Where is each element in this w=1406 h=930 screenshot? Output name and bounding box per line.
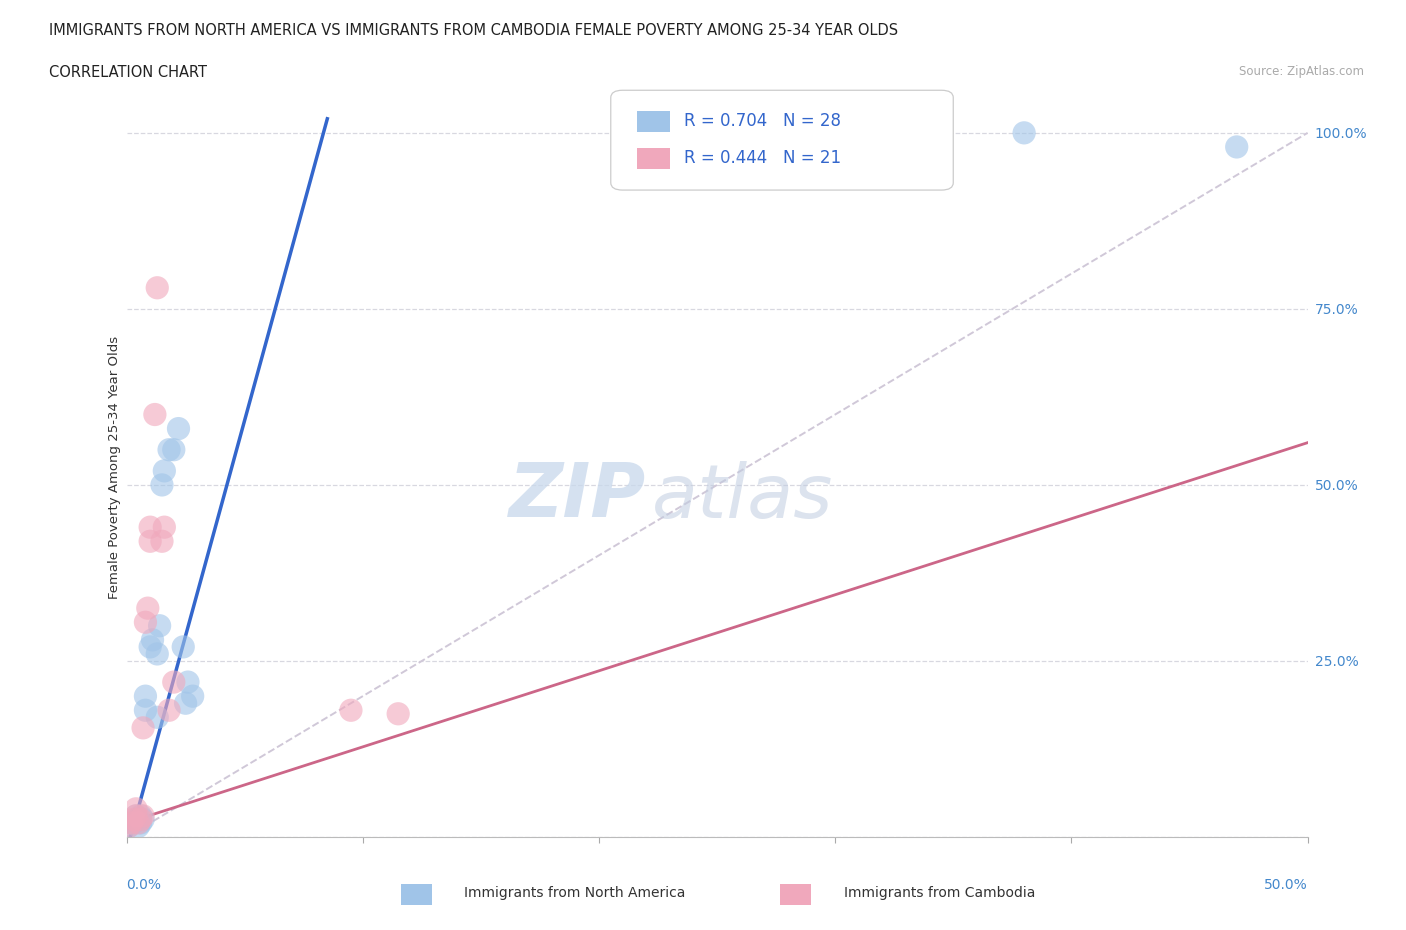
Text: atlas: atlas (652, 461, 834, 533)
Point (141, 632, 163, 647)
Point (136, 601, 159, 616)
Point (129, 808, 152, 823)
FancyBboxPatch shape (610, 90, 953, 190)
Point (118, 819, 141, 834)
Point (153, 463, 176, 478)
Point (340, 703, 363, 718)
Text: R = 0.444   N = 21: R = 0.444 N = 21 (683, 150, 841, 167)
Point (125, 808, 148, 823)
Point (127, 812, 149, 827)
Point (125, 802, 148, 817)
Point (150, 534, 173, 549)
Point (150, 477, 173, 492)
Point (127, 816, 149, 830)
Bar (637, 148, 669, 168)
Point (132, 812, 155, 827)
Point (139, 534, 162, 549)
Text: Immigrants from Cambodia: Immigrants from Cambodia (844, 885, 1035, 900)
Text: 50.0%: 50.0% (1264, 878, 1308, 892)
Point (146, 646, 169, 661)
Point (146, 710, 169, 724)
Point (125, 808, 148, 823)
Point (177, 674, 200, 689)
Point (1012, 126, 1035, 140)
Point (134, 689, 156, 704)
Point (143, 407, 166, 422)
Point (125, 812, 148, 827)
Text: Source: ZipAtlas.com: Source: ZipAtlas.com (1239, 65, 1364, 78)
Point (127, 819, 149, 834)
Point (129, 816, 152, 830)
Point (139, 520, 162, 535)
Point (167, 421, 190, 436)
Point (132, 808, 155, 823)
Point (120, 816, 142, 830)
Bar (637, 111, 669, 132)
Point (129, 812, 152, 827)
Point (163, 443, 186, 458)
Text: ZIP: ZIP (509, 460, 647, 534)
Point (134, 615, 156, 630)
Point (387, 707, 409, 722)
Point (122, 812, 145, 827)
Point (157, 443, 180, 458)
Point (118, 819, 141, 834)
Point (122, 816, 145, 830)
Point (1226, 140, 1249, 154)
Text: 0.0%: 0.0% (127, 878, 162, 892)
Point (149, 618, 172, 633)
Point (146, 280, 169, 295)
Point (139, 640, 162, 655)
Point (153, 520, 176, 535)
Point (163, 674, 186, 689)
Point (181, 689, 204, 704)
Text: IMMIGRANTS FROM NORTH AMERICA VS IMMIGRANTS FROM CAMBODIA FEMALE POVERTY AMONG 2: IMMIGRANTS FROM NORTH AMERICA VS IMMIGRA… (49, 23, 898, 38)
Text: R = 0.704   N = 28: R = 0.704 N = 28 (683, 113, 841, 130)
Point (120, 816, 142, 830)
Point (157, 703, 180, 718)
Text: CORRELATION CHART: CORRELATION CHART (49, 65, 207, 80)
Y-axis label: Female Poverty Among 25-34 Year Olds: Female Poverty Among 25-34 Year Olds (108, 336, 121, 599)
Point (134, 703, 156, 718)
Point (172, 640, 194, 655)
Text: Immigrants from North America: Immigrants from North America (464, 885, 685, 900)
Point (132, 721, 155, 736)
Point (174, 696, 197, 711)
